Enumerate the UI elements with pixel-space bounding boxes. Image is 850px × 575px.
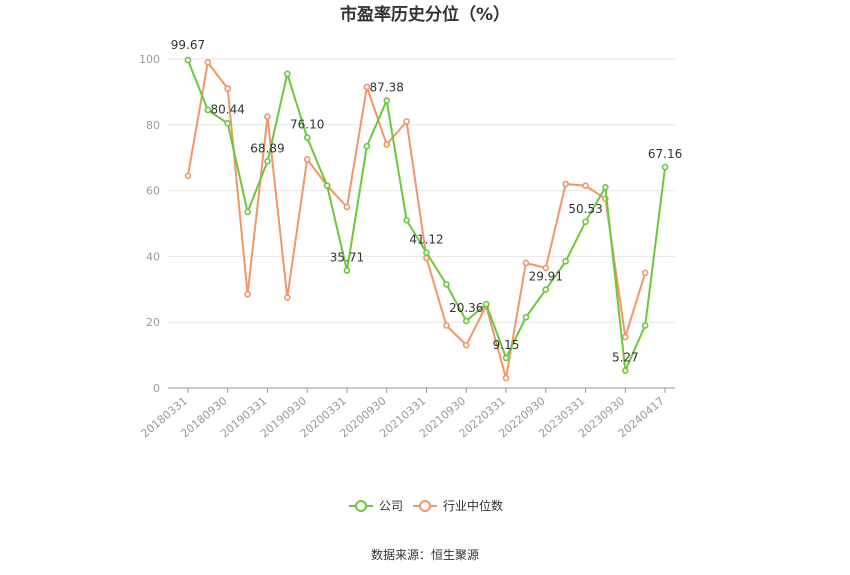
data-label: 76.10 xyxy=(290,118,324,132)
chart-title: 市盈率历史分位（%） xyxy=(340,4,510,25)
data-point-company[interactable] xyxy=(482,300,490,308)
y-axis-ticks: 0 20 40 60 80 100 xyxy=(139,53,160,395)
data-point-company[interactable] xyxy=(462,317,470,325)
y-tick-label: 0 xyxy=(153,382,160,395)
data-point-company[interactable] xyxy=(284,70,291,78)
data-label: 35.71 xyxy=(330,251,364,265)
y-tick-label: 80 xyxy=(146,119,160,132)
data-point-company[interactable] xyxy=(403,216,410,224)
data-point-industry[interactable] xyxy=(284,294,291,301)
data-label: 5.27 xyxy=(612,351,639,365)
data-point-company[interactable] xyxy=(641,322,649,329)
data-point-industry[interactable] xyxy=(443,322,450,329)
data-point-company[interactable] xyxy=(582,218,589,226)
data-label: 9.15 xyxy=(493,338,520,352)
data-label: 87.38 xyxy=(370,81,404,95)
data-label: 29.91 xyxy=(529,270,563,284)
data-point-industry[interactable] xyxy=(224,85,231,92)
data-label: 20.36 xyxy=(449,301,483,315)
data-point-industry[interactable] xyxy=(244,290,251,298)
data-point-company[interactable] xyxy=(522,313,530,321)
data-point-industry[interactable] xyxy=(582,182,589,189)
y-tick-label: 20 xyxy=(146,316,160,329)
y-tick-label: 40 xyxy=(146,250,160,263)
data-point-company[interactable] xyxy=(204,106,212,114)
y-tick-label: 60 xyxy=(146,185,160,198)
data-point-industry[interactable] xyxy=(204,58,212,66)
data-label: 99.67 xyxy=(171,38,205,52)
data-point-industry[interactable] xyxy=(303,156,311,163)
data-point-company[interactable] xyxy=(621,367,629,374)
data-point-industry[interactable] xyxy=(184,172,192,180)
data-point-industry[interactable] xyxy=(621,333,629,341)
data-point-company[interactable] xyxy=(244,208,251,216)
series-layer xyxy=(184,56,669,382)
data-point-company[interactable] xyxy=(224,120,231,127)
data-point-industry[interactable] xyxy=(562,180,569,188)
data-point-company[interactable] xyxy=(264,158,271,165)
data-point-company[interactable] xyxy=(502,354,510,362)
data-point-industry[interactable] xyxy=(264,113,271,120)
data-point-industry[interactable] xyxy=(502,374,510,382)
data-label: 41.12 xyxy=(409,233,443,247)
data-point-company[interactable] xyxy=(602,184,609,191)
data-point-industry[interactable] xyxy=(522,259,530,267)
data-point-company[interactable] xyxy=(661,163,669,171)
legend-company-label: 公司 xyxy=(379,499,403,513)
data-source: 数据来源：恒生聚源 xyxy=(371,547,479,562)
data-point-company[interactable] xyxy=(562,258,569,265)
data-point-industry[interactable] xyxy=(641,269,649,277)
data-point-company[interactable] xyxy=(443,281,450,288)
data-point-industry[interactable] xyxy=(383,141,391,148)
legend-industry-label: 行业中位数 xyxy=(443,498,503,513)
x-axis: 2018033120180930201903312019093020200331… xyxy=(139,387,675,440)
data-label: 68.89 xyxy=(250,141,284,155)
data-point-company[interactable] xyxy=(363,142,371,150)
grid-lines xyxy=(168,58,675,323)
data-label: 50.53 xyxy=(568,202,602,216)
series-line-industry xyxy=(186,59,647,379)
y-tick-label: 100 xyxy=(139,53,160,66)
legend-item-industry[interactable]: 行业中位数 xyxy=(413,498,503,513)
data-point-company[interactable] xyxy=(303,134,311,141)
data-point-industry[interactable] xyxy=(343,203,351,211)
data-point-company[interactable] xyxy=(343,267,351,274)
data-point-company[interactable] xyxy=(423,249,430,257)
data-point-industry[interactable] xyxy=(542,264,550,272)
data-point-industry[interactable] xyxy=(363,83,371,91)
data-point-company[interactable] xyxy=(542,286,550,293)
legend[interactable]: 公司 行业中位数 xyxy=(349,498,503,513)
data-point-company[interactable] xyxy=(383,97,391,104)
data-point-industry[interactable] xyxy=(462,341,470,349)
data-label: 67.16 xyxy=(648,147,682,161)
data-labels: 99.67 80.44 68.89 76.10 35.71 87.38 41.12 20.36… xyxy=(171,38,682,365)
data-point-company[interactable] xyxy=(184,56,192,64)
data-point-company[interactable] xyxy=(323,182,331,189)
legend-company-marker xyxy=(355,500,367,512)
data-point-industry[interactable] xyxy=(403,118,410,125)
legend-item-company[interactable]: 公司 xyxy=(349,499,403,513)
legend-industry-marker xyxy=(419,500,431,512)
data-label: 80.44 xyxy=(211,102,245,116)
